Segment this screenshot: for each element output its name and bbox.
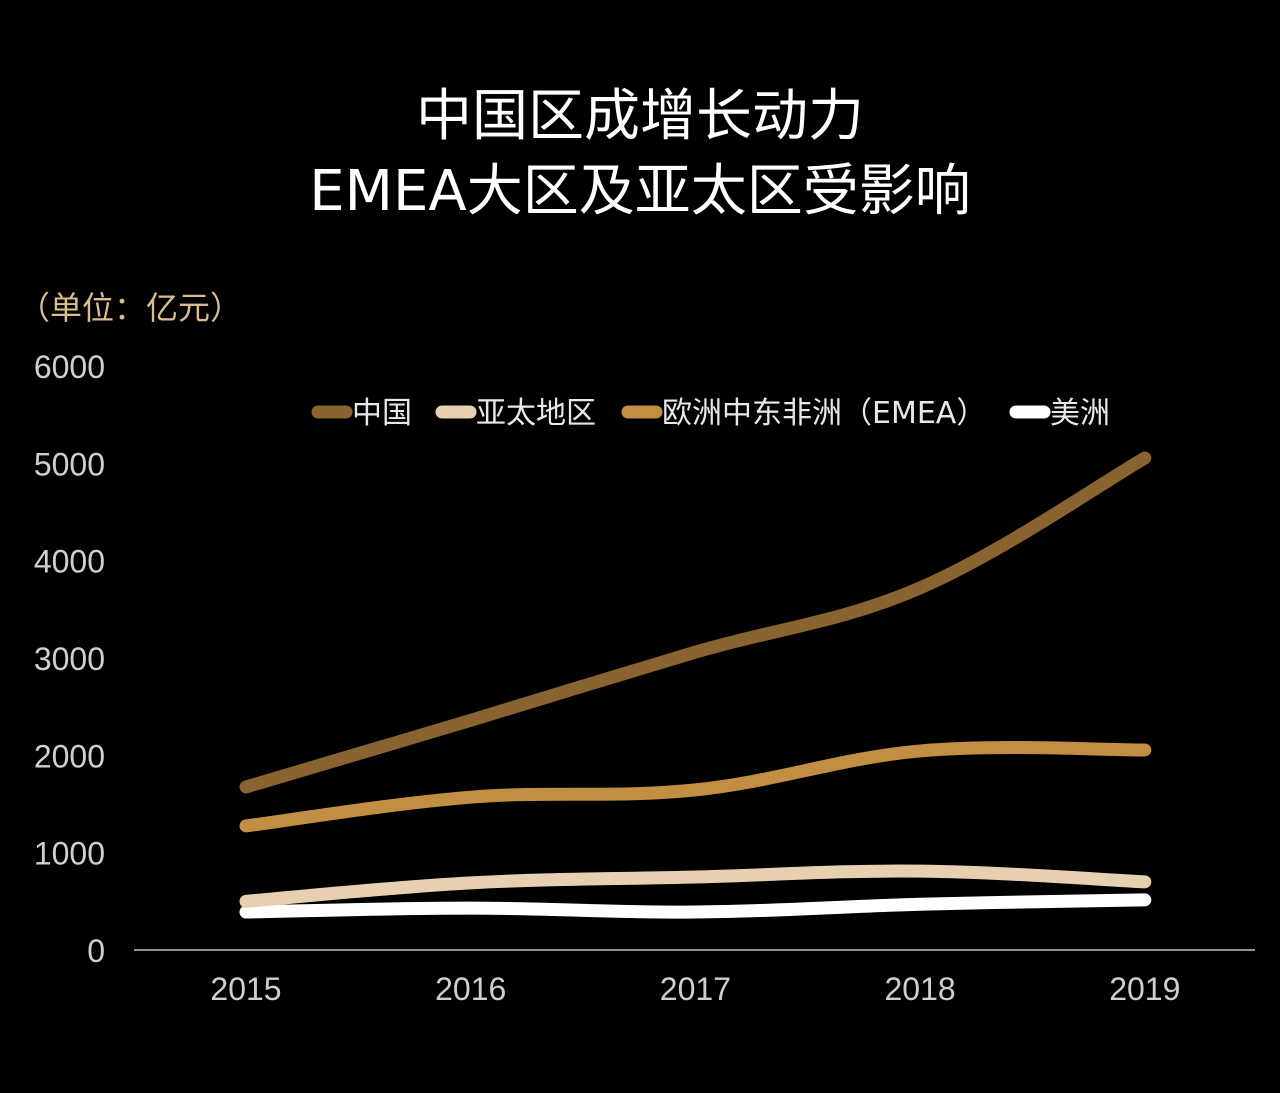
y-tick-label: 1000 [34, 836, 105, 872]
series-line-0 [239, 451, 1152, 794]
legend-label: 美洲 [1050, 396, 1110, 431]
y-tick-label: 6000 [34, 349, 105, 385]
x-tick-label: 2015 [210, 971, 281, 1007]
x-tick-label: 2017 [660, 971, 731, 1007]
legend-label: 欧洲中东非洲（EMEA） [662, 396, 986, 431]
series-line-2 [239, 741, 1152, 833]
x-tick-label: 2019 [1109, 971, 1180, 1007]
unit-label: （单位：亿元） [18, 289, 243, 327]
legend-label: 亚太地区 [476, 396, 596, 431]
y-tick-label: 5000 [34, 446, 105, 482]
legend-label: 中国 [352, 396, 412, 431]
y-tick-label: 4000 [34, 544, 105, 580]
y-tick-label: 0 [87, 933, 105, 969]
x-tick-label: 2018 [885, 971, 956, 1007]
chart-title: 中国区成增长动力 [416, 84, 864, 149]
series-line-3 [239, 893, 1152, 919]
y-tick-label: 3000 [34, 641, 105, 677]
x-tick-label: 2016 [435, 971, 506, 1007]
y-tick-label: 2000 [34, 738, 105, 774]
chart-subtitle: EMEA大区及亚太区受影响 [309, 159, 971, 224]
